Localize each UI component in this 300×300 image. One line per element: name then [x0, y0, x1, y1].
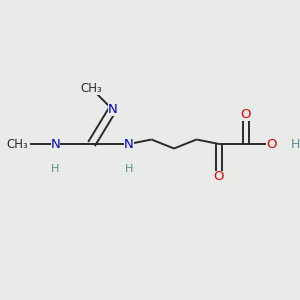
Text: N: N	[108, 103, 117, 116]
Text: O: O	[241, 107, 251, 121]
Text: H: H	[291, 137, 300, 151]
Text: CH₃: CH₃	[7, 137, 28, 151]
Text: N: N	[51, 137, 60, 151]
Text: H: H	[51, 164, 60, 175]
Text: O: O	[266, 137, 277, 151]
Text: CH₃: CH₃	[81, 82, 102, 95]
Text: H: H	[125, 164, 133, 175]
Text: N: N	[124, 137, 134, 151]
Text: O: O	[214, 170, 224, 184]
